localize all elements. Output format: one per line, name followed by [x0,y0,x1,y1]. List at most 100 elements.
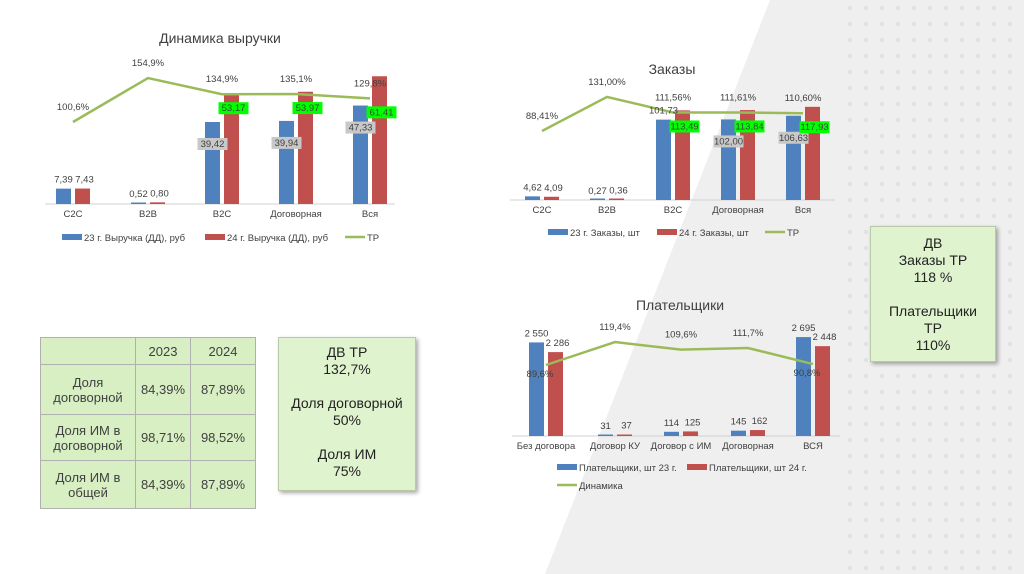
dot-pattern [911,213,917,219]
dot-pattern [943,101,949,107]
dot-pattern [991,53,997,59]
dot-pattern [959,101,965,107]
trend-label: 109,6% [665,330,698,341]
dot-pattern [975,517,981,523]
data-label-2024: 53,17 [222,103,246,114]
dot-pattern [895,565,901,571]
dot-pattern [991,5,997,11]
dot-pattern [927,149,933,155]
dot-pattern [1007,181,1013,187]
dot-pattern [1007,565,1013,571]
dot-pattern [975,469,981,475]
data-label-2023: 7,39 [54,175,73,186]
dot-pattern [991,213,997,219]
data-label-2023: 145 [731,417,747,428]
summary-box-orders-payers: ДВ Заказы ТР 118 % Плательщики ТР 110% [870,226,996,362]
dot-pattern [927,373,933,379]
trend-label: 131,00% [588,77,626,88]
dot-pattern [991,69,997,75]
dot-pattern [911,469,917,475]
dot-pattern [863,213,869,219]
dot-pattern [911,181,917,187]
dot-pattern [847,501,853,507]
table-row: Доля ИМ в общей 84,39% 87,89% [40,460,256,509]
dot-pattern [847,453,853,459]
dot-pattern [911,197,917,203]
category-label: Без договора [517,441,576,452]
dot-pattern [911,21,917,27]
dot-pattern [991,165,997,171]
dot-pattern [927,533,933,539]
dot-pattern [959,133,965,139]
bar-2023 [796,337,811,436]
dot-pattern [991,21,997,27]
dot-pattern [927,213,933,219]
data-label-2024-bg [799,121,830,134]
dot-pattern [911,37,917,43]
dot-pattern [1007,357,1013,363]
legend-swatch [205,234,225,240]
category-label: Договорная [722,441,774,452]
dot-pattern [959,533,965,539]
dot-pattern [1007,405,1013,411]
trend-label: 111,56% [655,92,692,103]
bar-2024 [609,198,624,200]
dot-pattern [895,453,901,459]
data-label-2024: 113,49 [670,121,698,132]
dot-pattern [879,181,885,187]
dot-pattern [895,117,901,123]
bar-2024 [75,188,90,204]
dot-pattern [847,469,853,475]
dot-pattern [847,261,853,267]
dot-pattern [879,197,885,203]
share-table: 2023 2024 Доля договорной 84,39% 87,89% Дол… [40,337,256,509]
data-label-2024: 125 [685,417,701,428]
dot-pattern [879,37,885,43]
dot-pattern [1007,245,1013,251]
bar-2023 [525,196,540,200]
dot-pattern [863,565,869,571]
dot-pattern [991,421,997,427]
dot-pattern [959,437,965,443]
dot-pattern [975,149,981,155]
table-cell: Доля договорной [40,364,136,415]
dot-pattern [1007,229,1013,235]
dot-pattern [1007,341,1013,347]
dot-pattern [943,437,949,443]
dot-pattern [879,469,885,475]
dot-pattern [1007,485,1013,491]
dot-pattern [879,533,885,539]
dot-pattern [1007,453,1013,459]
dot-pattern [943,517,949,523]
chart-title-orders: Заказы [648,61,696,77]
dot-pattern [927,405,933,411]
dot-pattern [927,165,933,171]
dot-pattern [943,501,949,507]
dot-pattern [863,549,869,555]
data-label-2023: 4,62 [523,182,542,193]
dot-pattern [1007,101,1013,107]
bar-2024 [815,346,830,436]
trend-line [545,340,814,367]
table-header: 2024 [190,337,256,365]
dot-pattern [959,389,965,395]
dot-pattern [847,373,853,379]
category-label: Вся [362,209,378,220]
dot-pattern [863,117,869,123]
dot-pattern [895,165,901,171]
box-line: 75% [332,463,362,479]
box-line: ТР [924,320,942,336]
dot-pattern [911,517,917,523]
dot-pattern [863,341,869,347]
dot-pattern [1007,85,1013,91]
dot-pattern [927,501,933,507]
bar-2023 [656,119,671,200]
dot-pattern [1007,309,1013,315]
data-label-2023: 31 [600,421,611,432]
box-line: Доля ИМ [317,446,377,462]
dot-pattern [959,69,965,75]
data-label-2024-bg [292,102,323,115]
dot-pattern [927,469,933,475]
dot-pattern [895,85,901,91]
dot-pattern [863,453,869,459]
